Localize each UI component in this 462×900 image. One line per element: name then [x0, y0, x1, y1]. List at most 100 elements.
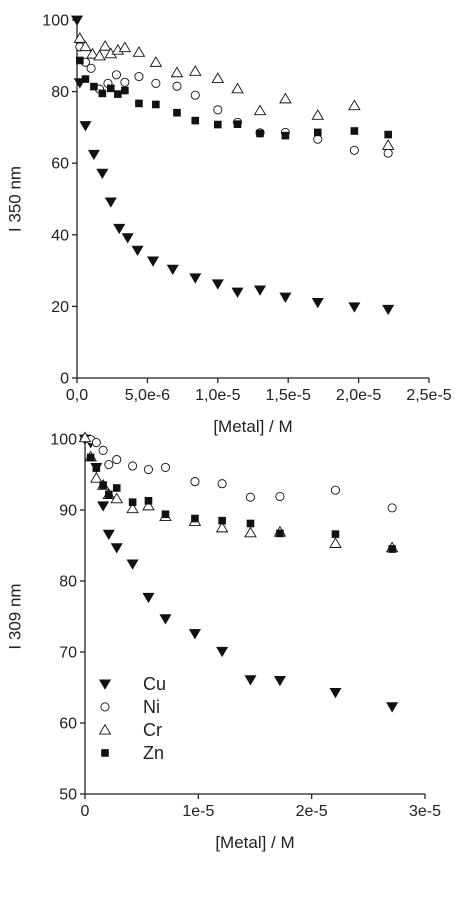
point-cu: [382, 304, 395, 316]
point-cu: [386, 702, 399, 713]
point-cr: [279, 92, 292, 104]
point-cr: [86, 47, 99, 59]
point-zn: [135, 99, 143, 108]
point-zn: [191, 116, 200, 125]
point-cr: [132, 46, 146, 57]
legend-label-cu: Cu: [143, 674, 166, 694]
point-cr: [211, 72, 225, 83]
point-zn: [276, 529, 284, 538]
point-cu: [97, 501, 110, 512]
y-tick-label: 80: [51, 84, 69, 101]
point-ni: [190, 90, 200, 100]
point-zn: [112, 484, 121, 492]
point-zn: [246, 519, 255, 528]
point-cu: [273, 675, 286, 687]
legend-marker-zn: [101, 749, 109, 757]
x-tick-label: 0,0: [66, 387, 88, 404]
point-cu: [70, 15, 84, 26]
point-cr: [98, 40, 112, 51]
legend-marker-cu: [98, 679, 112, 690]
legend-marker-ni: [100, 702, 110, 712]
series-zn: [76, 56, 392, 140]
point-cu: [102, 529, 115, 540]
y-tick-label: 100: [42, 13, 69, 30]
y-tick-label: 80: [59, 574, 77, 591]
point-zn: [76, 56, 84, 65]
point-ni: [387, 503, 397, 513]
x-tick-label: 1,5e-5: [266, 387, 311, 404]
point-cu: [87, 149, 100, 161]
point-ni: [98, 445, 108, 455]
y-tick-label: 60: [51, 156, 69, 173]
point-zn: [313, 128, 322, 137]
series-cu: [78, 434, 399, 713]
point-cu: [311, 298, 324, 309]
point-ni: [91, 437, 101, 448]
chart-bottom-i309: 50 60 70 80 90 100 0 1e-5 2e-5 3e-5 [Metal] / M I 3…: [5, 431, 441, 852]
point-cu: [279, 292, 292, 303]
point-cr: [118, 41, 132, 53]
series-cr: [78, 431, 399, 553]
point-zn: [81, 75, 90, 83]
x-tick-label: 5,0e-6: [125, 387, 170, 404]
point-cu: [147, 256, 160, 267]
point-cu: [113, 223, 126, 235]
point-cr: [381, 139, 395, 150]
series-zn: [86, 453, 396, 553]
point-cu: [96, 168, 109, 180]
point-ni: [383, 148, 393, 158]
y-tick-label: 50: [59, 787, 77, 804]
y-tick-label: 40: [51, 227, 69, 244]
point-cr: [170, 66, 184, 78]
y-axis-label: I 350 nm: [5, 166, 24, 232]
point-cr: [329, 537, 342, 548]
point-ni: [313, 134, 323, 144]
x-tick-label: 2,0e-5: [336, 387, 381, 404]
point-zn: [128, 498, 137, 506]
point-cu: [142, 592, 155, 604]
point-zn: [331, 530, 340, 538]
point-zn: [92, 464, 101, 472]
point-cr: [244, 526, 257, 538]
point-ni: [172, 81, 182, 91]
point-ni: [217, 479, 227, 489]
point-zn: [98, 89, 107, 98]
point-cu: [110, 543, 123, 554]
point-cr: [348, 99, 361, 111]
point-cr: [311, 109, 325, 120]
point-cr: [215, 521, 229, 533]
y-axis-label: I 309 nm: [5, 583, 24, 649]
point-zn: [99, 481, 107, 489]
point-cr: [231, 82, 244, 94]
point-zn: [105, 490, 113, 499]
legend-label-ni: Ni: [143, 697, 160, 717]
series-cu: [70, 15, 395, 316]
point-cr: [73, 32, 87, 43]
point-zn: [152, 100, 160, 109]
point-cu: [121, 233, 134, 244]
point-cr: [149, 56, 163, 67]
series-ni: [75, 42, 393, 158]
x-tick-label: 3e-5: [409, 803, 441, 820]
point-ni: [112, 455, 122, 465]
point-cu: [189, 273, 202, 284]
point-cu: [188, 629, 201, 640]
point-cu: [348, 302, 361, 313]
point-zn: [218, 516, 226, 525]
point-ni: [213, 105, 223, 115]
x-tick-label: 1,0e-5: [195, 387, 240, 404]
legend-label-zn: Zn: [143, 743, 164, 763]
point-ni: [275, 491, 285, 502]
point-zn: [350, 127, 359, 135]
point-cu: [104, 197, 117, 208]
point-cr: [90, 471, 103, 483]
chart-top-i350: 0 20 40 60 80 100 0,0 5,0e-6 1,0e-5 1,5e-5 2,0e-5 2…: [5, 13, 451, 437]
point-zn: [106, 84, 115, 93]
point-cr: [126, 502, 139, 514]
point-ni: [190, 477, 200, 487]
point-cu: [254, 285, 267, 296]
point-ni: [134, 72, 144, 82]
x-axis-label: [Metal] / M: [215, 833, 294, 852]
point-cr: [93, 49, 106, 61]
